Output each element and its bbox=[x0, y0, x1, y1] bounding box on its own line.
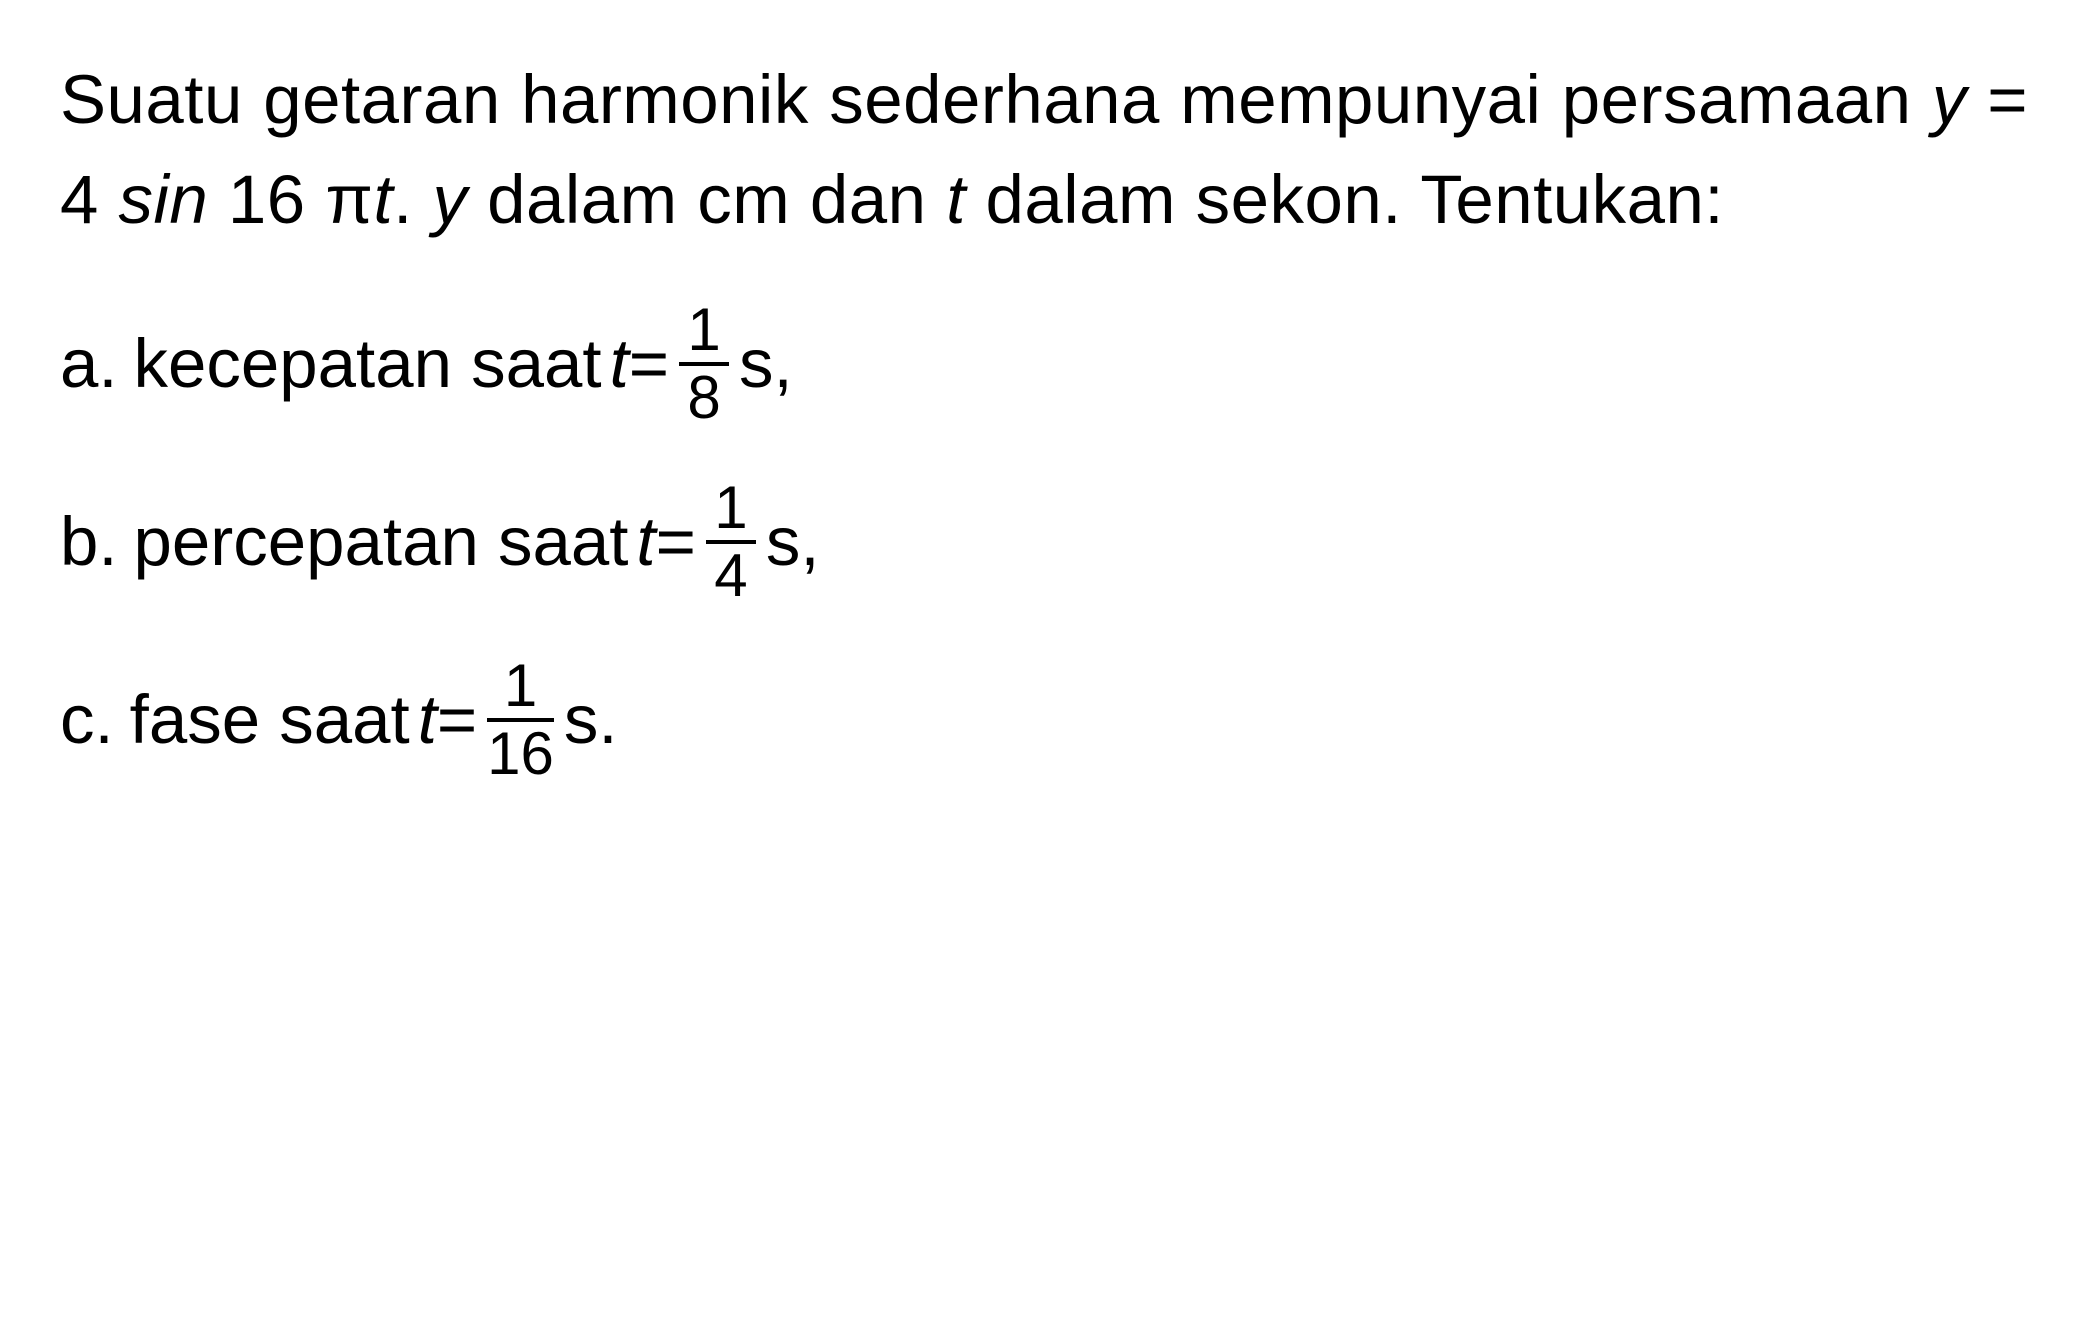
label-c: c. bbox=[60, 672, 114, 769]
a-den: 8 bbox=[679, 362, 729, 428]
a-eq: = bbox=[629, 316, 669, 413]
list-item-b: b. percepatan saat t = 1 4 s, bbox=[60, 478, 2028, 606]
text-a: kecepatan saat t = 1 8 s, bbox=[134, 300, 793, 428]
label-b: b. bbox=[60, 494, 118, 591]
b-fraction: 1 4 bbox=[706, 478, 756, 606]
intro-ydalam: y bbox=[432, 161, 467, 238]
b-text1: percepatan saat bbox=[134, 494, 629, 591]
intro-tdalam: t bbox=[946, 161, 966, 238]
c-fraction: 1 16 bbox=[487, 656, 554, 784]
list-item-c: c. fase saat t = 1 16 s. bbox=[60, 656, 2028, 784]
b-num: 1 bbox=[714, 478, 747, 540]
list-item-a: a. kecepatan saat t = 1 8 s, bbox=[60, 300, 2028, 428]
intro-pi: π bbox=[325, 161, 373, 238]
intro-sixteen: 16 bbox=[208, 161, 325, 238]
document-content: Suatu getaran harmonik sederhana mempuny… bbox=[60, 50, 2028, 784]
b-eq: = bbox=[656, 494, 696, 591]
label-a: a. bbox=[60, 316, 118, 413]
intro-part3: dalam cm dan bbox=[467, 161, 946, 238]
a-unit: s, bbox=[739, 316, 793, 413]
b-den: 4 bbox=[706, 540, 756, 606]
intro-part2: . bbox=[393, 161, 432, 238]
intro-sin: sin bbox=[119, 161, 209, 238]
a-var: t bbox=[610, 316, 629, 413]
b-unit: s, bbox=[766, 494, 820, 591]
intro-t: t bbox=[373, 161, 393, 238]
intro-text-1: Suatu getaran harmonik sederhana mempuny… bbox=[60, 61, 1932, 138]
a-fraction: 1 8 bbox=[679, 300, 729, 428]
intro-y: y bbox=[1932, 61, 1967, 138]
c-eq: = bbox=[437, 672, 477, 769]
a-num: 1 bbox=[687, 300, 720, 362]
c-var: t bbox=[418, 672, 437, 769]
c-text1: fase saat bbox=[130, 672, 410, 769]
c-den: 16 bbox=[487, 718, 554, 784]
text-b: percepatan saat t = 1 4 s, bbox=[134, 478, 820, 606]
text-c: fase saat t = 1 16 s. bbox=[130, 656, 618, 784]
intro-part4: dalam sekon. Tentukan: bbox=[966, 161, 1724, 238]
c-num: 1 bbox=[504, 656, 537, 718]
a-text1: kecepatan saat bbox=[134, 316, 602, 413]
b-var: t bbox=[636, 494, 655, 591]
intro-paragraph: Suatu getaran harmonik sederhana mempuny… bbox=[60, 50, 2028, 250]
c-unit: s. bbox=[564, 672, 618, 769]
